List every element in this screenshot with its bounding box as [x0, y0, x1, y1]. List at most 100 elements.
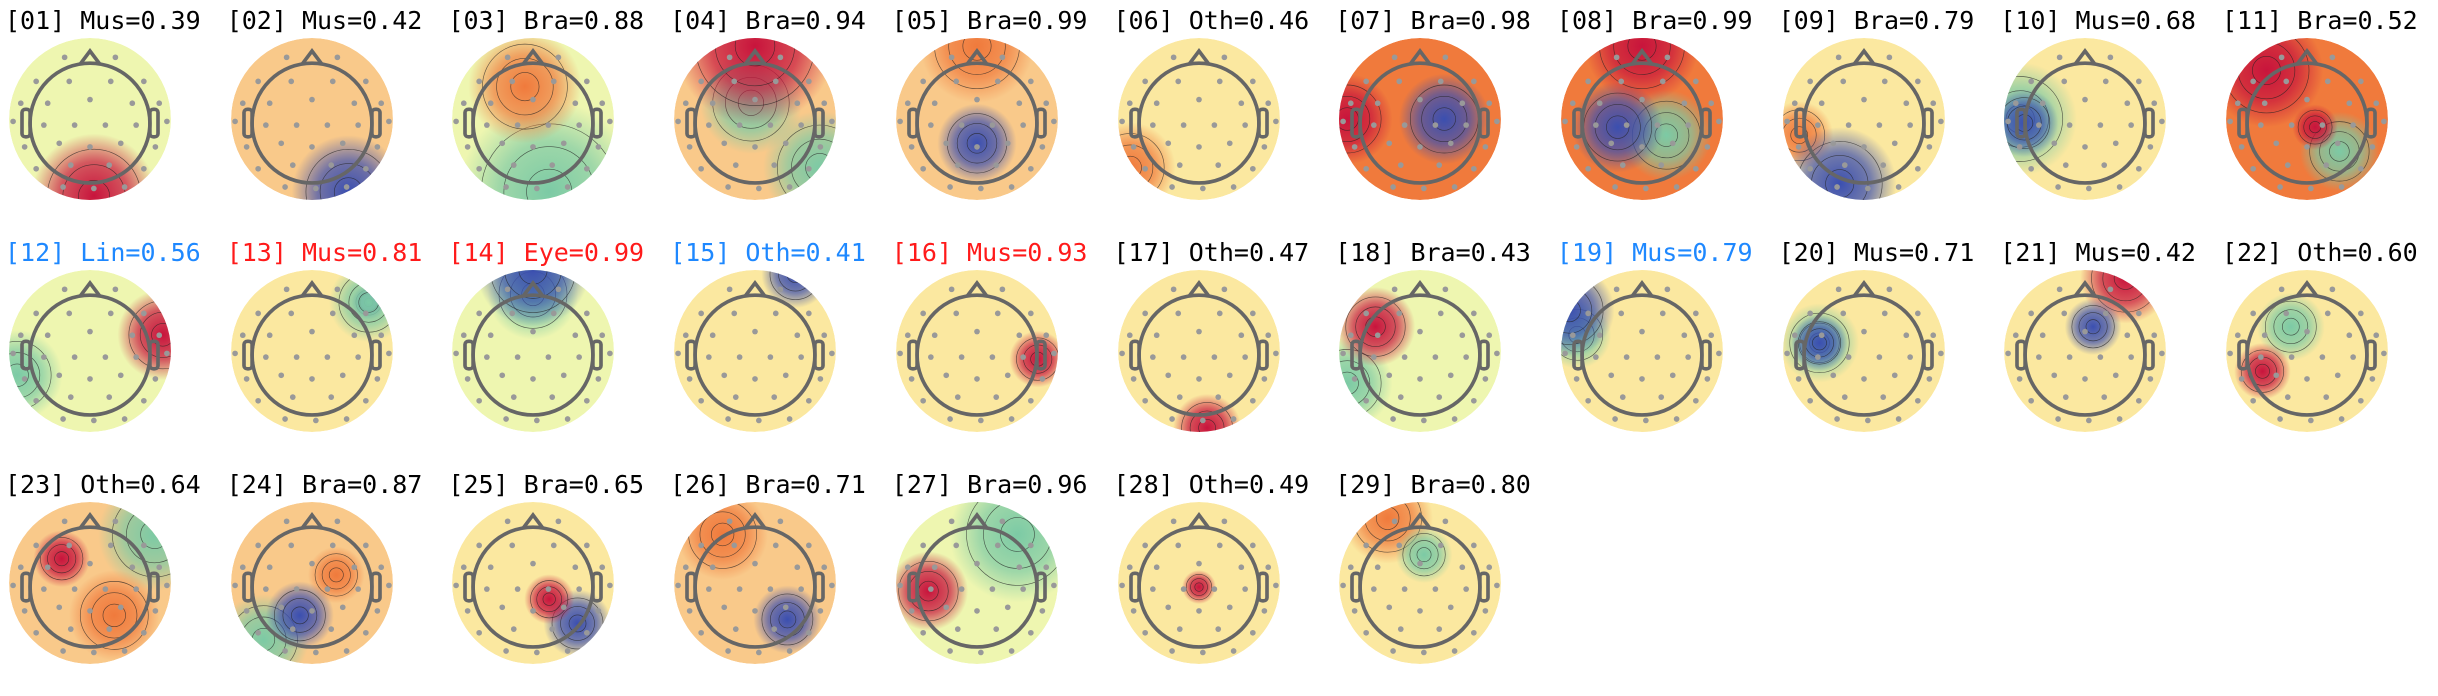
electrode — [266, 100, 273, 107]
electrode — [731, 78, 738, 85]
electrode — [378, 100, 384, 107]
electrode — [683, 332, 689, 339]
electrode — [1126, 100, 1133, 107]
electrode — [1226, 140, 1233, 147]
electrode — [1386, 372, 1393, 379]
electrode — [2346, 332, 2353, 339]
electrode — [476, 542, 483, 549]
electrode — [973, 144, 980, 150]
head-outline-icon — [2015, 279, 2156, 417]
electrode — [1230, 648, 1236, 654]
electrode — [281, 648, 288, 654]
electrode — [771, 394, 778, 400]
electrode — [2017, 376, 2023, 382]
electrode — [262, 122, 269, 128]
electrode — [461, 332, 468, 339]
electrode — [1929, 100, 1936, 107]
electrode — [1573, 144, 1580, 150]
electrode — [266, 332, 273, 339]
electrode — [1168, 416, 1175, 422]
electrode — [1619, 394, 1626, 400]
electrode — [2067, 122, 2073, 128]
electrode — [1654, 354, 1661, 360]
electrode — [2250, 310, 2256, 317]
electrode — [1685, 354, 1691, 360]
electrode — [709, 100, 716, 107]
electrode — [783, 372, 789, 379]
electrode — [821, 564, 828, 571]
topomap — [1782, 270, 1945, 432]
electrode — [2124, 100, 2131, 107]
electrode — [1860, 376, 1867, 382]
electrode — [164, 582, 170, 589]
head-outline-icon — [1793, 279, 1934, 417]
electrode — [283, 286, 290, 293]
electrode — [1241, 354, 1248, 360]
electrode — [293, 122, 300, 128]
electrode — [1482, 608, 1489, 614]
electrode — [1401, 354, 1408, 360]
electrode — [106, 394, 113, 400]
electrode — [484, 122, 491, 128]
electrode — [1612, 184, 1618, 190]
electrode — [1623, 122, 1630, 128]
electrode — [953, 310, 959, 317]
electrode — [324, 586, 330, 592]
electrode — [1130, 144, 1136, 150]
electrode — [1039, 144, 1045, 150]
electrode — [1363, 397, 1370, 404]
electrode — [362, 542, 369, 549]
electrode — [308, 608, 315, 614]
electrode — [1860, 328, 1867, 335]
electrode — [461, 100, 468, 107]
electrode — [465, 144, 471, 150]
electrode — [2082, 144, 2089, 150]
electrode — [21, 144, 28, 150]
electrode — [545, 354, 552, 360]
electrode — [994, 78, 1001, 85]
electrode — [2227, 350, 2233, 357]
electrode — [1261, 608, 1267, 614]
electrode — [511, 162, 517, 168]
electrode — [1806, 397, 1813, 404]
electrode — [231, 118, 238, 125]
electrode — [920, 165, 926, 172]
electrode — [1585, 165, 1591, 172]
electrode — [66, 542, 73, 549]
component-7: [07] Bra=0.98 — [1335, 0, 1556, 232]
electrode — [1141, 629, 1148, 636]
electrode — [164, 350, 170, 357]
electrode — [515, 586, 521, 592]
electrode — [584, 310, 591, 317]
electrode — [706, 354, 712, 360]
electrode — [2304, 96, 2310, 103]
electrode — [362, 397, 369, 404]
electrode — [1043, 332, 1049, 339]
electrode — [1149, 354, 1156, 360]
electrode — [1829, 372, 1836, 379]
electrode — [1261, 144, 1267, 150]
electrode — [1795, 376, 1802, 382]
electrode — [1814, 122, 1821, 128]
topomap — [895, 270, 1058, 432]
electrode — [908, 608, 915, 614]
electrode — [511, 394, 517, 400]
electrode — [1642, 185, 1649, 192]
electrode — [736, 122, 743, 128]
electrode — [156, 100, 163, 107]
electrode — [1363, 78, 1370, 85]
electrode — [2358, 310, 2364, 317]
electrode — [1681, 332, 1688, 339]
electrode — [1126, 564, 1133, 571]
electrode — [1174, 542, 1181, 549]
electrode — [2273, 140, 2280, 147]
electrode — [2086, 417, 2092, 424]
electrode — [102, 586, 109, 592]
electrode — [1471, 397, 1477, 404]
electrode — [1020, 586, 1026, 592]
electrode — [698, 542, 705, 549]
head-outline-icon — [241, 47, 382, 185]
electrode — [1906, 354, 1913, 360]
topomap — [1117, 38, 1280, 200]
electrode — [465, 376, 471, 382]
